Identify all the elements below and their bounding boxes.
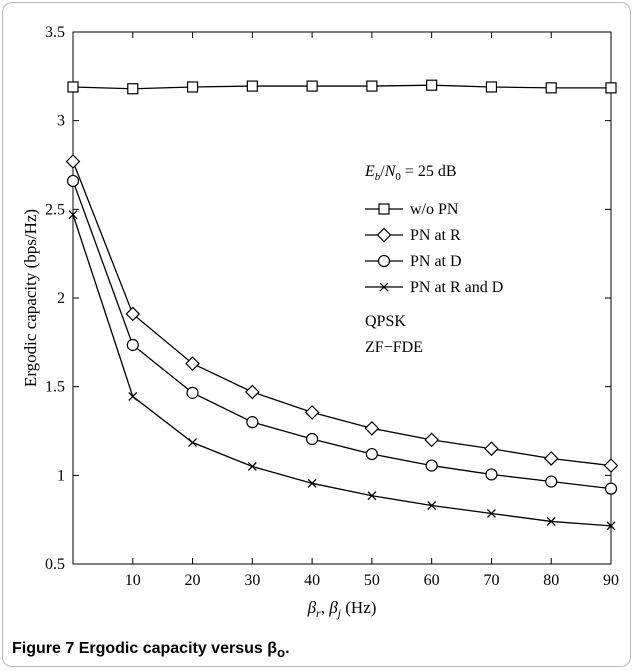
legend-item: PN at D xyxy=(365,253,462,270)
equalizer-annotation: ZF−FDE xyxy=(365,339,423,356)
y-tick-label: 3 xyxy=(57,113,65,130)
legend-item: PN at R and D xyxy=(365,279,503,296)
data-point xyxy=(605,82,617,94)
data-point xyxy=(244,384,260,400)
data-point xyxy=(545,475,558,488)
data-point xyxy=(426,79,438,91)
x-tick-label: 60 xyxy=(424,572,440,589)
legend-label: w/o PN xyxy=(410,201,459,218)
y-tick-label: 3.5 xyxy=(45,24,65,41)
data-point xyxy=(246,80,258,92)
data-point xyxy=(127,83,139,95)
data-point xyxy=(306,432,319,446)
x-tick-label: 10 xyxy=(125,572,141,589)
ticks-layer: 0.5 1 1.5 2 2.5 3 3.5 10 20 30 40 50 60 70 80 90 xyxy=(45,24,619,589)
series-x xyxy=(68,210,616,531)
condition-annotation: Eb/N0 = 25 dB xyxy=(364,163,457,183)
data-point xyxy=(304,405,320,420)
y-tick-label: 2.5 xyxy=(45,201,65,218)
series-diamond xyxy=(65,154,619,473)
series-line xyxy=(72,214,612,527)
legend-label: PN at R and D xyxy=(410,279,503,296)
legend-marker xyxy=(376,227,392,243)
x-tick-label: 20 xyxy=(185,572,201,589)
data-point xyxy=(125,306,141,322)
y-tick-label: 1.5 xyxy=(45,379,65,396)
legend-marker xyxy=(377,254,391,268)
data-point xyxy=(604,482,618,495)
data-point xyxy=(365,447,378,461)
legend-item: w/o PN xyxy=(365,201,459,218)
data-point xyxy=(427,501,437,510)
series-layer xyxy=(65,79,619,531)
x-tick-label: 50 xyxy=(364,572,380,589)
data-point xyxy=(128,391,138,401)
x-tick-label: 70 xyxy=(483,572,499,589)
data-point xyxy=(186,81,199,93)
caption-label: Figure 7 xyxy=(12,640,75,657)
data-point xyxy=(67,81,79,93)
x-tick-label: 30 xyxy=(244,572,260,589)
y-tick-label: 0.5 xyxy=(45,556,65,573)
data-point xyxy=(485,468,498,481)
series-square xyxy=(67,79,617,95)
data-point xyxy=(246,416,259,429)
legend: w/o PN PN at R PN at D PN at R and D xyxy=(365,201,503,296)
data-point xyxy=(65,154,81,169)
data-point xyxy=(68,210,78,220)
data-point xyxy=(546,516,556,526)
data-point xyxy=(307,478,317,488)
y-tick-label: 1 xyxy=(57,467,65,484)
data-point xyxy=(545,82,557,94)
data-point xyxy=(126,338,139,352)
x-tick-label: 40 xyxy=(304,572,320,589)
data-point xyxy=(306,80,318,92)
legend-item: PN at R xyxy=(365,227,461,244)
x-axis-title: βr, βj (Hz) xyxy=(307,598,377,620)
y-tick-label: 2 xyxy=(57,290,65,307)
data-point xyxy=(364,420,380,436)
data-point xyxy=(543,451,559,466)
x-tick-label: 90 xyxy=(603,572,619,589)
x-tick-label: 80 xyxy=(543,572,559,589)
data-point xyxy=(425,459,438,472)
data-point xyxy=(424,432,440,448)
legend-label: PN at R xyxy=(410,227,461,244)
data-point xyxy=(606,521,616,531)
data-point xyxy=(484,441,499,457)
data-point xyxy=(367,491,377,501)
data-point xyxy=(185,356,200,371)
data-point xyxy=(603,458,619,473)
modulation-annotation: QPSK xyxy=(365,313,406,330)
legend-label: PN at D xyxy=(410,253,462,270)
series-line xyxy=(72,180,612,490)
data-point xyxy=(247,462,257,471)
series-line xyxy=(72,84,611,90)
data-point xyxy=(486,509,496,518)
data-point xyxy=(186,386,199,399)
y-axis-title: Ergodic capacity (bps/Hz) xyxy=(21,209,40,387)
caption-text: Ergodic capacity versus βo. xyxy=(78,640,290,661)
data-point xyxy=(66,174,80,188)
legend-marker xyxy=(378,203,390,215)
legend-marker xyxy=(379,282,389,292)
figure-caption: Figure 7 Ergodic capacity versus βo. xyxy=(12,640,290,660)
plot-area xyxy=(72,31,612,565)
data-point xyxy=(366,80,378,92)
series-circle xyxy=(66,174,618,495)
data-point xyxy=(188,438,198,447)
data-point xyxy=(485,81,498,93)
series-line xyxy=(72,161,612,467)
